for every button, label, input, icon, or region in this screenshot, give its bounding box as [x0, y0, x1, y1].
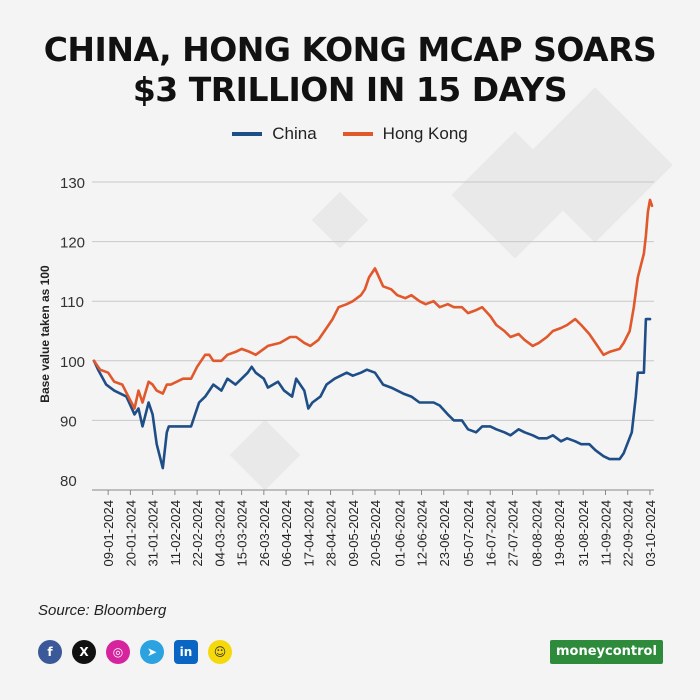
x-tick-label: 19-08-2024 [552, 500, 567, 567]
y-tick-label: 130 [60, 175, 85, 192]
series-line-hong-kong [92, 198, 654, 410]
legend-swatch-china [232, 132, 263, 136]
x-tick-label: 22-02-2024 [190, 500, 205, 567]
x-tick-label: 11-02-2024 [168, 500, 183, 566]
snapchat-icon[interactable]: ☺ [208, 640, 232, 664]
chart-title: CHINA, HONG KONG MCAP SOARS $3 TRILLION … [0, 30, 700, 110]
legend-label-china: China [272, 124, 317, 143]
x-tick-label: 09-01-2024 [101, 500, 116, 567]
x-tick-label: 05-07-2024 [461, 500, 476, 566]
x-tick-label: 22-09-2024 [621, 500, 636, 567]
legend-item-china: China [232, 124, 317, 144]
y-tick-label: 110 [60, 294, 84, 311]
x-tick-label: 04-03-2024 [212, 500, 227, 567]
x-tick-label: 08-08-2024 [530, 500, 545, 567]
linkedin-icon[interactable]: in [174, 640, 198, 664]
social-icons: f X ◎ ➤ in ☺ [38, 640, 232, 664]
brand-logo[interactable]: moneycontrol [550, 640, 663, 664]
x-tick-label: 11-09-2024 [598, 500, 613, 566]
y-tick-label: 90 [60, 413, 77, 430]
x-tick-label: 23-06-2024 [437, 500, 452, 567]
series-line-china [92, 317, 652, 470]
facebook-icon[interactable]: f [38, 640, 62, 664]
legend: China Hong Kong [0, 124, 700, 144]
x-tick-label: 28-04-2024 [324, 500, 339, 567]
title-line-1: CHINA, HONG KONG MCAP SOARS [43, 30, 657, 69]
x-tick-label: 12-06-2024 [415, 500, 430, 567]
legend-item-hong-kong: Hong Kong [342, 124, 468, 144]
x-tick-label: 20-01-2024 [123, 500, 138, 567]
x-tick-label: 27-07-2024 [505, 500, 520, 567]
x-tick-label: 01-06-2024 [392, 500, 407, 567]
legend-swatch-hong-kong [342, 132, 373, 136]
telegram-icon[interactable]: ➤ [140, 640, 164, 664]
instagram-icon[interactable]: ◎ [106, 640, 130, 664]
y-tick-label: 120 [60, 235, 85, 252]
x-icon[interactable]: X [72, 640, 96, 664]
x-tick-label: 17-04-2024 [301, 500, 316, 567]
x-tick-label: 09-05-2024 [346, 500, 361, 567]
x-tick-label: 31-01-2024 [146, 500, 161, 567]
x-tick-label: 26-03-2024 [257, 500, 272, 567]
y-tick-label: 80 [60, 473, 77, 490]
source-note: Source: Bloomberg [38, 602, 167, 619]
x-tick-label: 31-08-2024 [576, 500, 591, 567]
title-line-2: $3 TRILLION IN 15 DAYS [132, 70, 568, 109]
x-tick-label: 03-10-2024 [643, 500, 658, 567]
legend-label-hong-kong: Hong Kong [382, 124, 468, 143]
x-tick-label: 16-07-2024 [483, 500, 498, 566]
x-tick-label: 20-05-2024 [368, 500, 383, 567]
x-tick-label: 06-04-2024 [279, 500, 294, 567]
x-tick-label: 15-03-2024 [235, 500, 250, 567]
y-tick-label: 100 [60, 354, 85, 371]
